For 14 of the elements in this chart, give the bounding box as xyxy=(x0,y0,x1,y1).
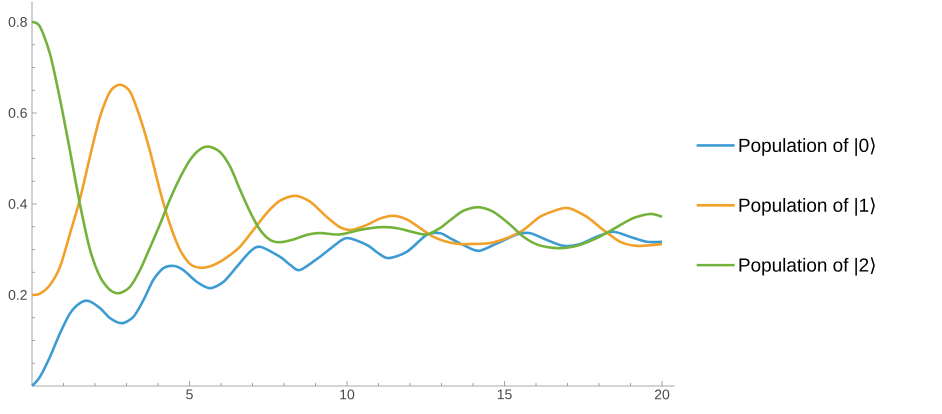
x-tick-label: 5 xyxy=(186,390,193,400)
line-series xyxy=(30,230,664,388)
legend-label: Population of |2⟩ xyxy=(740,257,875,276)
line-series xyxy=(30,83,664,296)
x-tick-label: 20 xyxy=(654,390,670,400)
y-tick-label: 0.8 xyxy=(8,17,27,27)
y-tick-label: 0.6 xyxy=(8,108,27,118)
legend-label: Population of |0⟩ xyxy=(740,138,875,156)
x-tick-label: 15 xyxy=(498,390,512,400)
x-tick-label: 10 xyxy=(340,390,354,400)
y-tick-label: 0.4 xyxy=(8,199,28,209)
y-tick-label: 0.2 xyxy=(8,290,27,300)
legend-label: Population of |1⟩ xyxy=(740,197,875,216)
line-series xyxy=(30,20,664,294)
